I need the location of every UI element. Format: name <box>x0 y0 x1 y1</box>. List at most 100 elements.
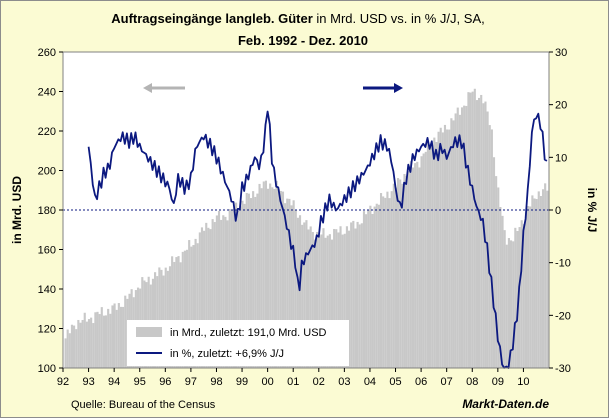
bar <box>490 129 493 368</box>
bar <box>531 195 534 368</box>
bar <box>345 226 348 368</box>
left-axis-tick-label: 200 <box>38 166 56 178</box>
bar <box>90 317 93 368</box>
bar <box>341 234 344 368</box>
bar <box>426 141 429 368</box>
bar <box>405 175 408 368</box>
bar <box>220 219 223 368</box>
bar <box>181 251 184 368</box>
bar <box>171 256 174 368</box>
bar <box>478 97 481 369</box>
bar <box>373 206 376 368</box>
bar <box>96 311 99 368</box>
bar <box>243 203 246 368</box>
bar <box>296 217 299 368</box>
bar <box>520 220 523 368</box>
chart-subtitle: Feb. 1992 - Dez. 2010 <box>238 33 368 48</box>
bar <box>367 209 370 368</box>
left-axis: 100 120 140 160 180 200 220 240 260 <box>38 47 63 375</box>
left-axis-tick-label: 180 <box>38 205 56 217</box>
bar <box>100 307 103 368</box>
bar <box>335 229 338 368</box>
bar <box>375 203 378 368</box>
bar <box>437 131 440 368</box>
bar <box>192 245 195 368</box>
x-axis: 92 93 94 95 96 97 98 99 00 01 02 03 04 05 06 07 08 09 10 <box>57 368 530 388</box>
x-axis-tick-label: 06 <box>415 376 427 388</box>
x-axis-tick-label: 02 <box>313 376 325 388</box>
bar <box>247 193 250 368</box>
bar <box>541 189 545 368</box>
bar <box>200 227 204 368</box>
left-axis-tick-label: 100 <box>38 363 56 375</box>
bar <box>83 312 86 368</box>
bar <box>119 306 123 368</box>
bar <box>507 238 510 368</box>
bar <box>446 129 449 368</box>
bar <box>301 224 304 368</box>
bar <box>377 204 380 368</box>
bar <box>403 174 406 368</box>
bar <box>501 215 504 368</box>
bar <box>168 266 172 368</box>
left-axis-tick-label: 160 <box>38 245 56 257</box>
bar <box>392 183 395 368</box>
bar <box>277 189 280 368</box>
chart-title: Auftragseingänge langleb. Güter in Mrd. … <box>111 11 484 26</box>
bar <box>185 249 189 368</box>
bar <box>224 216 227 368</box>
bar <box>226 220 229 368</box>
bar <box>420 156 423 368</box>
bar <box>337 232 340 368</box>
bar <box>85 321 88 368</box>
bar <box>73 325 76 368</box>
bar <box>467 92 470 368</box>
right-axis-tick-label: 10 <box>555 152 567 164</box>
x-axis-tick-label: 97 <box>185 376 197 388</box>
x-axis-tick-label: 07 <box>441 376 453 388</box>
x-axis-tick-label: 04 <box>364 376 376 388</box>
bar <box>313 239 317 368</box>
bar <box>309 226 312 368</box>
right-axis-arrow-icon <box>363 83 403 93</box>
bar <box>431 144 434 368</box>
legend-bar-swatch <box>136 327 162 337</box>
bar <box>358 224 361 368</box>
bar <box>213 222 216 368</box>
bar <box>205 222 208 368</box>
bar <box>177 256 180 368</box>
bar <box>424 151 427 368</box>
bar <box>394 187 398 368</box>
bar <box>262 181 265 368</box>
bar <box>505 244 508 368</box>
bar <box>495 176 498 368</box>
bar <box>115 309 118 368</box>
bar <box>102 315 105 368</box>
bar <box>117 303 120 368</box>
y-axis-left-label: in Mrd. USD <box>10 176 24 244</box>
right-axis-tick-label: -30 <box>555 363 571 375</box>
bar <box>286 198 289 368</box>
bar <box>307 229 310 368</box>
bar <box>104 315 108 368</box>
bar <box>486 111 489 369</box>
bar <box>356 221 359 368</box>
bar <box>294 210 297 368</box>
bar <box>379 193 383 368</box>
bar <box>269 183 272 368</box>
bar <box>328 234 331 368</box>
chart-title-normal: in Mrd. USD vs. in % J/J, SA, <box>313 11 485 26</box>
legend: in Mrd., zuletzt: 191,0 Mrd. USD in %, z… <box>127 320 349 366</box>
bar <box>382 196 385 368</box>
bar <box>333 228 336 368</box>
bar <box>458 114 461 368</box>
bar <box>480 94 483 369</box>
bar <box>245 192 248 368</box>
left-axis-tick-label: 140 <box>38 284 56 296</box>
bar <box>256 193 259 368</box>
bar <box>107 308 110 368</box>
bar <box>497 187 500 368</box>
bar <box>303 222 306 368</box>
bar <box>298 215 302 368</box>
bar <box>360 223 363 368</box>
